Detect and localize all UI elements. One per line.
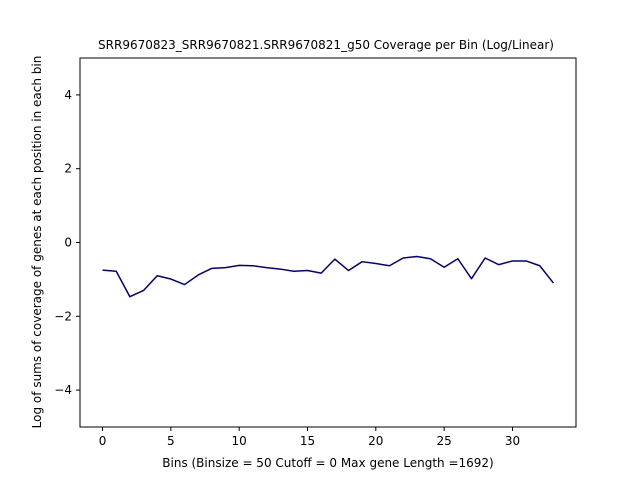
y-axis: −4 −2 0 2 4 bbox=[54, 88, 80, 397]
y-tick-label: −2 bbox=[54, 309, 72, 323]
x-tick-label: 20 bbox=[368, 434, 383, 448]
x-tick-label: 10 bbox=[232, 434, 247, 448]
plot-area bbox=[102, 255, 555, 298]
x-tick-label: 15 bbox=[300, 434, 315, 448]
x-tick-label: 5 bbox=[167, 434, 175, 448]
x-axis-label: Bins (Binsize = 50 Cutoff = 0 Max gene L… bbox=[162, 456, 493, 470]
x-tick-label: 30 bbox=[505, 434, 520, 448]
x-tick-label: 0 bbox=[99, 434, 107, 448]
series-line bbox=[102, 255, 555, 298]
plot-frame bbox=[79, 57, 577, 428]
y-tick-label: 4 bbox=[64, 88, 72, 102]
x-tick-label: 25 bbox=[437, 434, 452, 448]
y-tick-label: −4 bbox=[54, 383, 72, 397]
x-axis: 0 5 10 15 20 25 30 bbox=[99, 427, 520, 448]
y-axis-label: Log of sums of coverage of genes at each… bbox=[30, 56, 44, 429]
y-tick-label: 2 bbox=[64, 162, 72, 176]
chart-title: SRR9670823_SRR9670821.SRR9670821_g50 Cov… bbox=[98, 38, 554, 52]
y-tick-label: 0 bbox=[64, 236, 72, 250]
